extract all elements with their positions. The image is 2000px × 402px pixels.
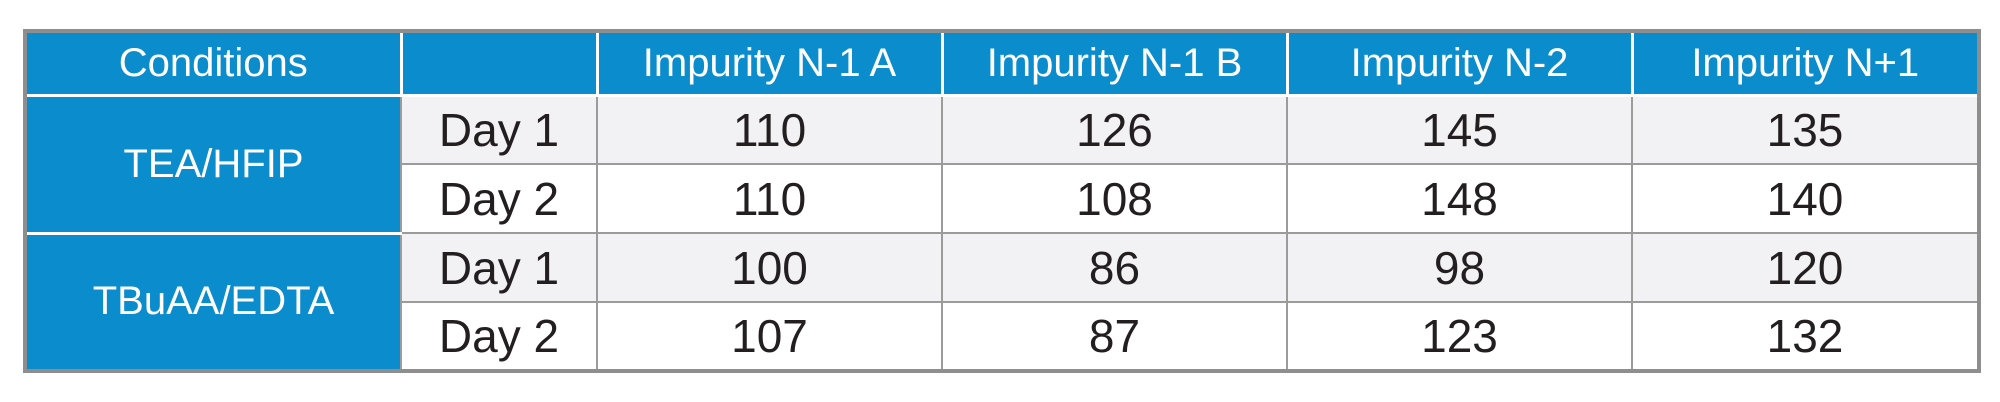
value-cell: 140 bbox=[1631, 163, 1980, 234]
value-cell: 126 bbox=[941, 94, 1288, 165]
header-conditions: Conditions bbox=[23, 29, 403, 97]
value-cell: 135 bbox=[1631, 94, 1980, 165]
value-cell: 107 bbox=[596, 301, 943, 372]
header-impurity-nplus1: Impurity N+1 bbox=[1630, 29, 1981, 97]
value-cell: 110 bbox=[596, 94, 943, 165]
condition-tea-hfip: TEA/HFIP bbox=[23, 93, 402, 235]
table-row: Day 2 107 87 123 132 bbox=[25, 301, 1980, 372]
header-impurity-n2: Impurity N-2 bbox=[1285, 29, 1634, 97]
day-label: Day 2 bbox=[400, 163, 598, 234]
impurity-results-table: Conditions Impurity N-1 A Impurity N-1 B… bbox=[23, 29, 1981, 373]
day-label: Day 1 bbox=[400, 94, 598, 165]
value-cell: 132 bbox=[1631, 301, 1980, 372]
value-cell: 100 bbox=[596, 232, 943, 303]
table-row: TEA/HFIP Day 1 110 126 145 135 bbox=[23, 93, 1980, 235]
day-label: Day 1 bbox=[400, 232, 598, 303]
day-label: Day 2 bbox=[400, 301, 598, 372]
value-cell: 98 bbox=[1286, 232, 1633, 303]
header-impurity-n1b: Impurity N-1 B bbox=[940, 29, 1289, 97]
value-cell: 87 bbox=[941, 301, 1288, 372]
header-impurity-n1a: Impurity N-1 A bbox=[595, 29, 944, 97]
value-cell: 86 bbox=[941, 232, 1288, 303]
condition-tbuaa-edta: TBuAA/EDTA bbox=[23, 231, 402, 373]
value-cell: 110 bbox=[596, 163, 943, 234]
table-header-row: Conditions Impurity N-1 A Impurity N-1 B… bbox=[23, 29, 1981, 97]
header-empty-cell bbox=[399, 29, 599, 97]
table-row: TBuAA/EDTA Day 1 100 86 98 120 bbox=[23, 231, 1980, 373]
value-cell: 108 bbox=[941, 163, 1288, 234]
value-cell: 123 bbox=[1286, 301, 1633, 372]
table-row: Day 2 110 108 148 140 bbox=[25, 163, 1980, 234]
value-cell: 120 bbox=[1631, 232, 1980, 303]
value-cell: 145 bbox=[1286, 94, 1633, 165]
value-cell: 148 bbox=[1286, 163, 1633, 234]
table-container: Conditions Impurity N-1 A Impurity N-1 B… bbox=[23, 29, 1981, 373]
